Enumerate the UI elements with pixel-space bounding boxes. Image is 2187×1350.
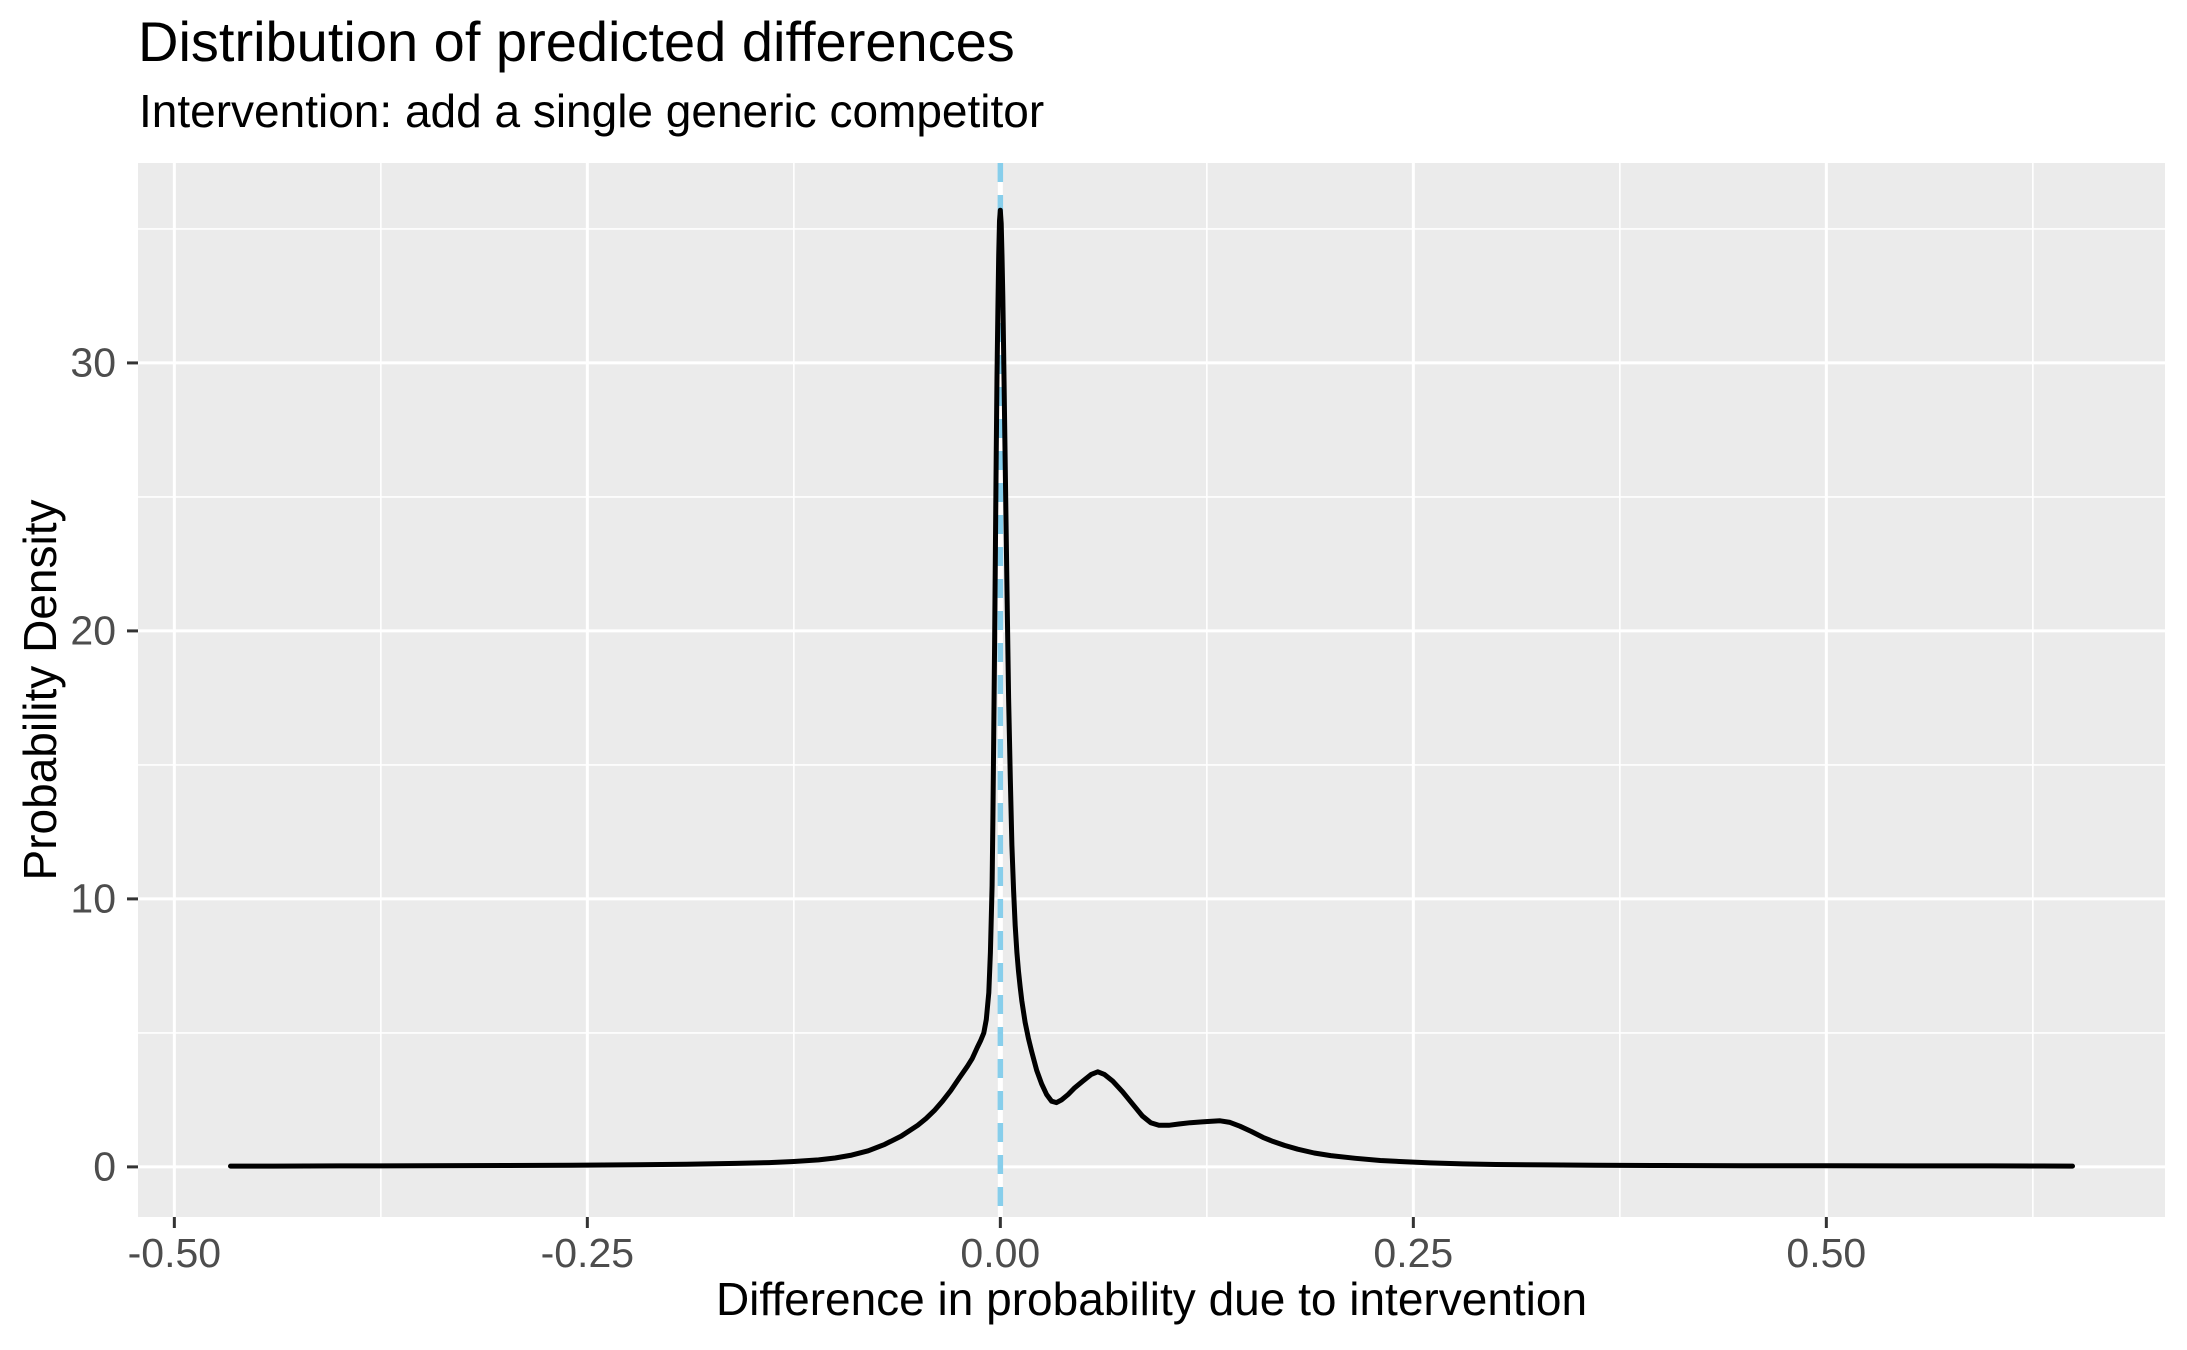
panel-background <box>138 163 2165 1217</box>
y-axis-title: Probability Density <box>14 499 66 881</box>
x-tick-label: 0.00 <box>960 1230 1041 1276</box>
plot-title: Distribution of predicted differences <box>138 10 1015 73</box>
axis-tick-marks <box>127 361 1828 1228</box>
x-tick-label: -0.50 <box>127 1230 222 1276</box>
x-tick-label: 0.25 <box>1373 1230 1454 1276</box>
density-curve <box>228 207 2075 1169</box>
x-axis-title: Difference in probability due to interve… <box>715 1273 1588 1325</box>
y-tick-label: 20 <box>70 607 116 654</box>
x-tick-label: -0.25 <box>540 1230 635 1276</box>
y-tick-label: 30 <box>70 339 116 386</box>
y-tick-label: 10 <box>70 875 116 922</box>
x-tick-label: 0.50 <box>1786 1230 1867 1276</box>
y-tick-label: 0 <box>93 1143 116 1190</box>
plot-subtitle: Intervention: add a single generic compe… <box>139 85 1045 137</box>
